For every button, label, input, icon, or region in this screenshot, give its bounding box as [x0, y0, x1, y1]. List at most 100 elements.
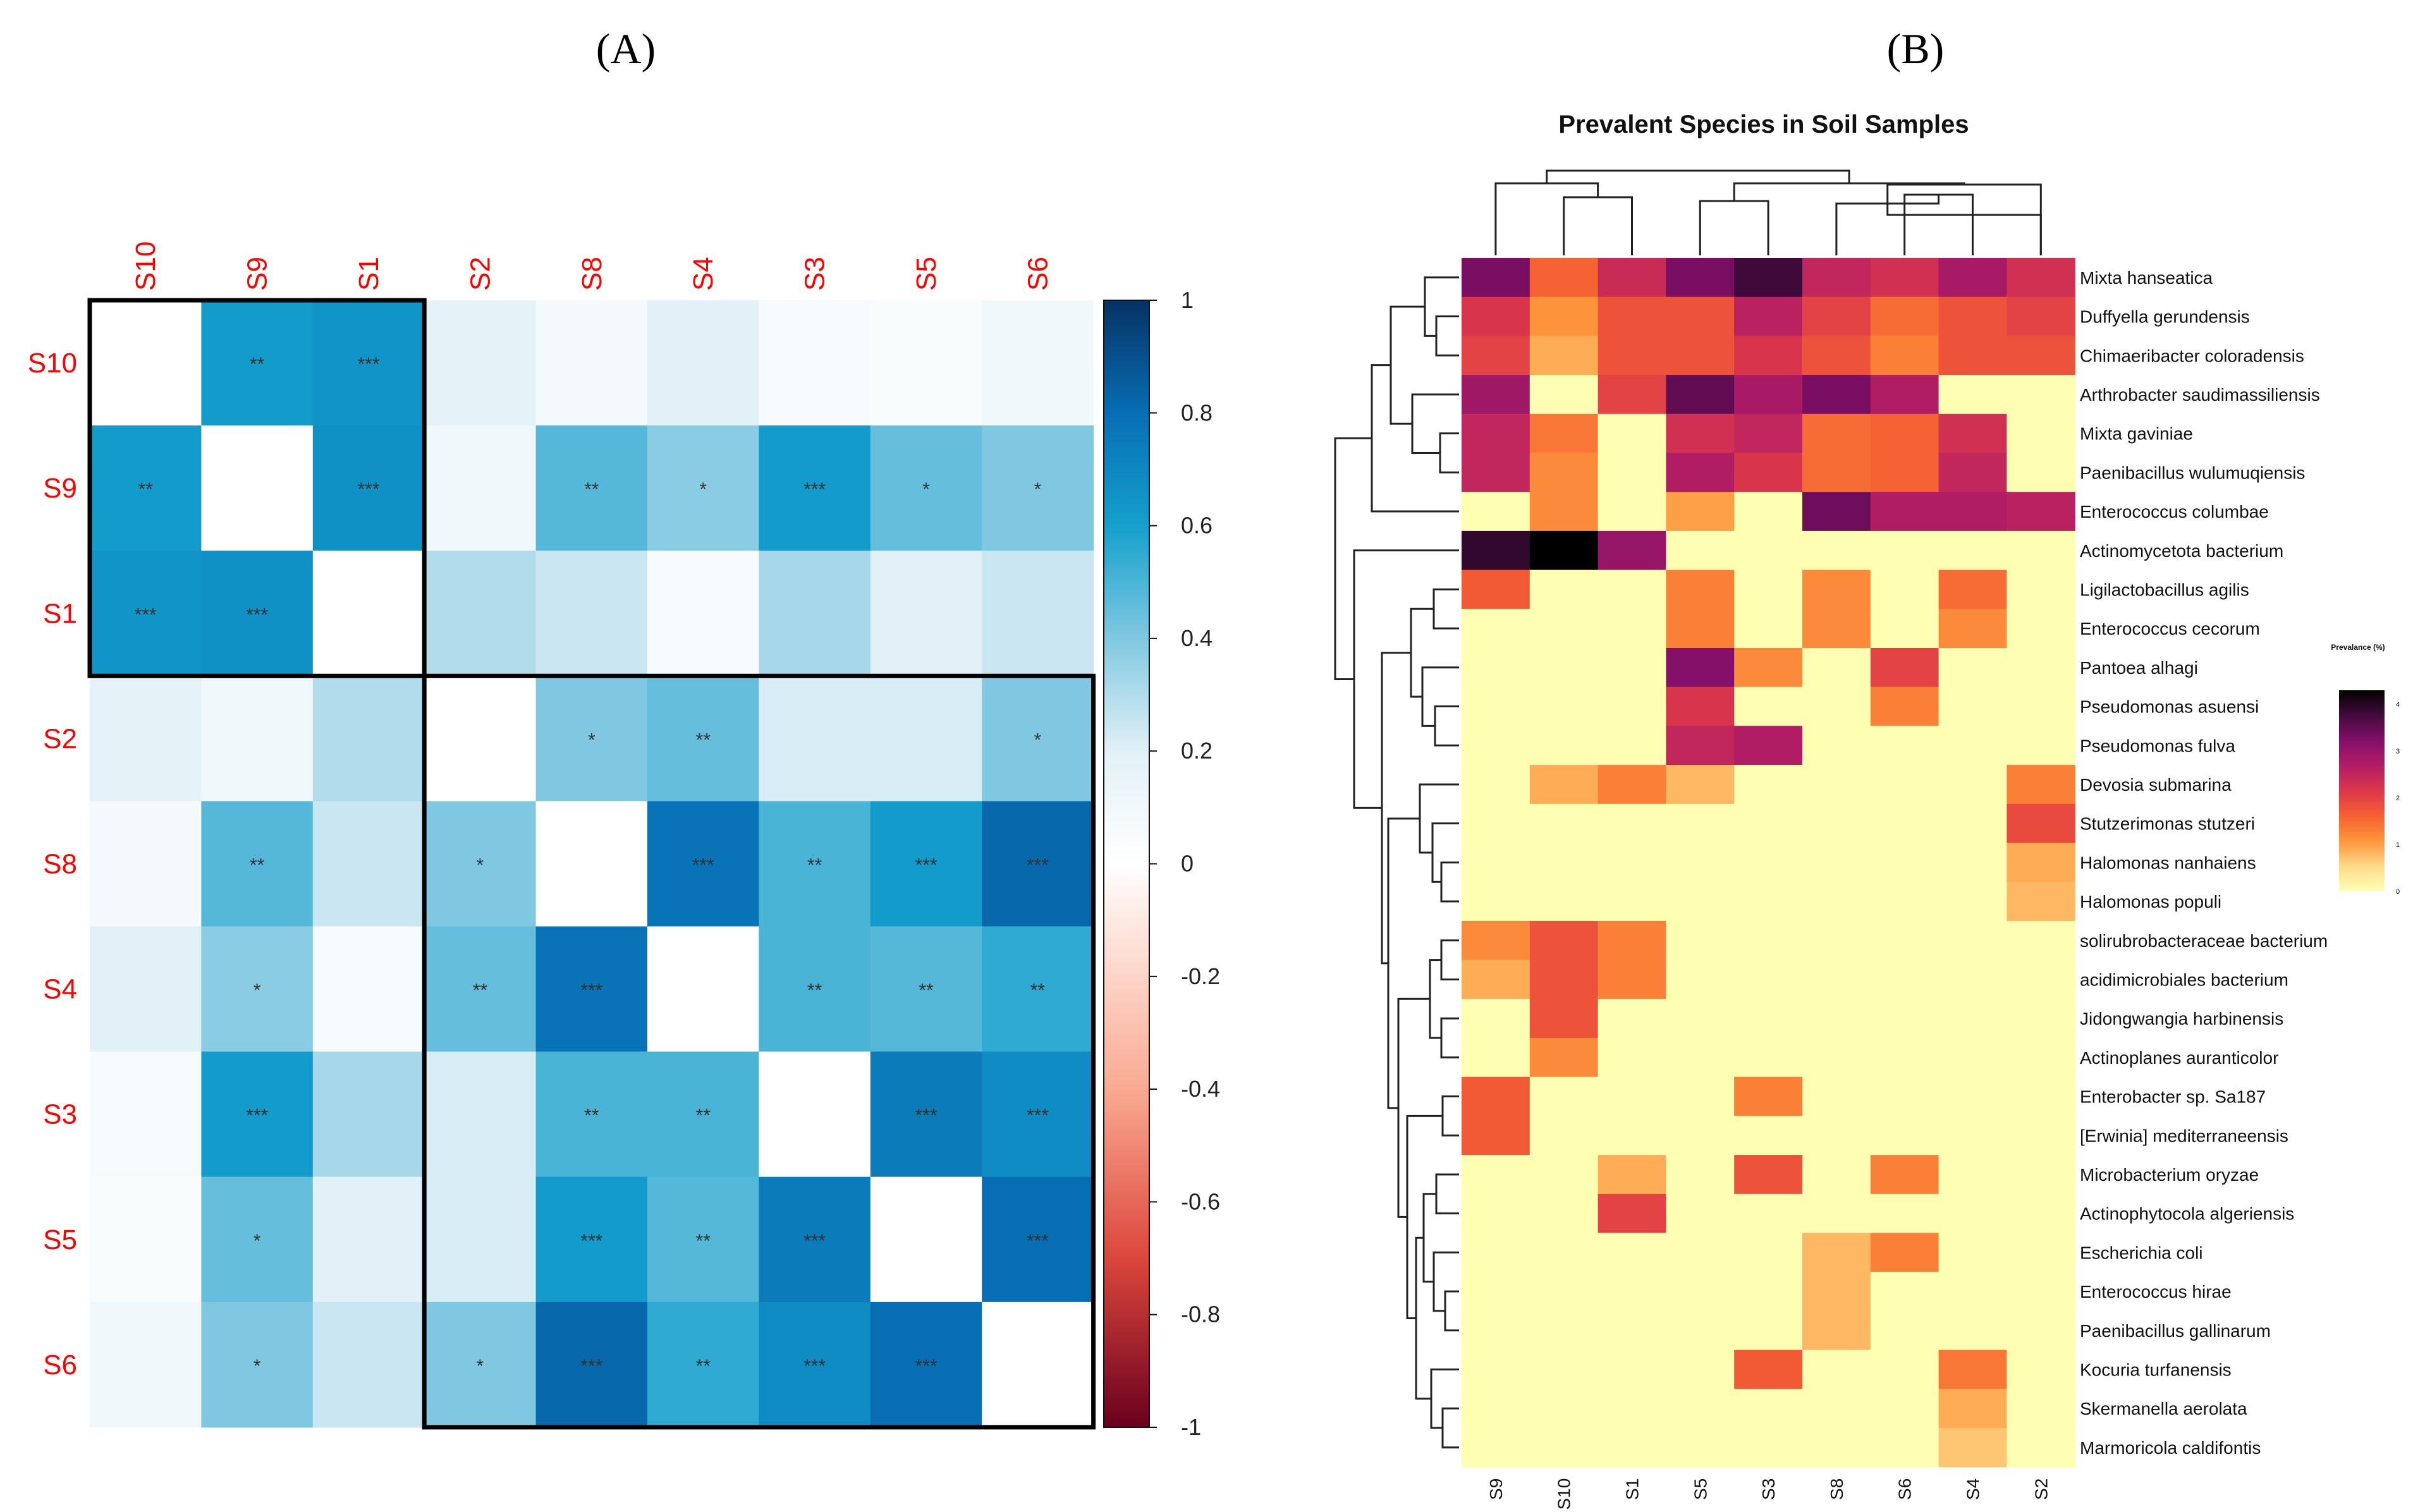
prevalence-cell — [1938, 609, 2007, 649]
significance-label: * — [699, 479, 707, 500]
prevalence-cell — [1666, 686, 1735, 726]
colorbar-tick-label: 1 — [1181, 287, 1194, 313]
corr-cell-s2-s4 — [647, 676, 759, 802]
column-dendrogram-branch — [1546, 169, 1850, 183]
prevalence-cell — [1734, 375, 1803, 415]
prevalence-cell — [1666, 296, 1735, 336]
prevalence-cell — [1529, 1038, 1599, 1078]
sample-label: S2 — [2031, 1478, 2051, 1500]
prevalence-legend-tick: 4 — [2396, 701, 2400, 709]
corr-cell-s5-s10 — [90, 1176, 202, 1303]
row-dendrogram-branch — [1421, 666, 1459, 727]
row-dendrogram-branch — [1434, 705, 1459, 747]
prevalence-cell — [1734, 296, 1803, 336]
significance-label: *** — [357, 354, 379, 375]
significance-label: * — [588, 729, 596, 750]
corr-cell-s8-s8 — [535, 801, 648, 927]
corr-col-label: S6 — [1022, 257, 1053, 291]
significance-label: ** — [807, 980, 822, 1001]
prevalence-cell — [1529, 492, 1599, 532]
colorbar-tick-label: 0.8 — [1181, 399, 1212, 425]
significance-label: * — [253, 1356, 261, 1377]
row-dendrogram-branch — [1432, 588, 1459, 630]
corr-cell-s9-s10 — [90, 425, 202, 551]
prevalence-legend-title: Prevalance (%) — [2331, 643, 2385, 652]
prevalence-cell — [1938, 1389, 2007, 1429]
corr-cell-s6-s3 — [759, 1302, 871, 1428]
prevalence-cell — [1666, 765, 1735, 805]
significance-label: *** — [803, 1356, 826, 1377]
prevalence-cell — [1734, 492, 1803, 532]
corr-cell-s3-s10 — [90, 1051, 202, 1178]
corr-cell-s9-s9 — [201, 425, 314, 551]
row-dendrogram-branch — [1440, 1017, 1459, 1059]
prevalence-cell — [1462, 570, 1530, 609]
prevalence-cell — [1666, 1272, 1735, 1312]
row-dendrogram-branch — [1411, 393, 1459, 454]
significance-label: ** — [584, 479, 599, 500]
prevalence-cell — [1870, 1428, 1939, 1468]
colorbar-tick-label: 0.6 — [1181, 513, 1212, 539]
prevalence-cell — [2007, 296, 2075, 336]
corr-row-label: S3 — [43, 1099, 77, 1130]
prevalence-cell — [1734, 648, 1803, 688]
prevalence-cell — [1462, 765, 1530, 805]
significance-label: * — [477, 855, 484, 875]
corr-cell-s2-s5 — [870, 676, 982, 802]
prevalence-cell — [1870, 413, 1939, 454]
corr-cell-s10-s2 — [424, 300, 537, 426]
prevalence-cell — [1462, 1350, 1530, 1389]
corr-col-label: S9 — [242, 257, 273, 291]
column-dendrogram-branch — [1699, 200, 1769, 255]
prevalence-cell — [1802, 258, 1871, 298]
prevalence-cell — [1938, 686, 2007, 726]
corr-cell-s10-s6 — [982, 300, 1094, 426]
prevalence-cell — [1597, 765, 1666, 805]
prevalence-cell — [2007, 1038, 2075, 1078]
corr-cell-s9-s1 — [312, 425, 425, 551]
prevalence-cell — [1529, 375, 1599, 415]
prevalence-cell — [2007, 726, 2075, 765]
prevalence-cell — [1938, 803, 2007, 844]
prevalence-cell — [1529, 258, 1599, 298]
corr-cell-s6-s4 — [647, 1302, 759, 1428]
prevalence-cell — [1870, 336, 1939, 375]
prevalence-cell — [1597, 609, 1666, 649]
prevalence-cell — [1734, 1272, 1803, 1312]
prevalence-cell — [1938, 570, 2007, 609]
sample-label: S5 — [1690, 1478, 1710, 1500]
prevalence-cell — [1802, 1233, 1871, 1272]
prevalence-cell — [1462, 413, 1530, 454]
species-label: Halomonas populi — [2080, 892, 2221, 911]
prevalence-cell — [1938, 648, 2007, 688]
corr-row-label: S4 — [43, 974, 77, 1005]
panel-label-a: (A) — [596, 25, 656, 73]
prevalence-cell — [1938, 1350, 2007, 1389]
prevalence-cell — [1462, 530, 1530, 571]
prevalence-cell — [1529, 960, 1599, 999]
prevalence-cell — [1462, 453, 1530, 492]
corr-cell-s4-s9 — [201, 926, 314, 1052]
prevalence-cell — [1462, 999, 1530, 1039]
prevalence-cell — [1734, 999, 1803, 1039]
cluster-box — [422, 673, 1096, 1430]
prevalence-cell — [1938, 1310, 2007, 1351]
significance-label: * — [477, 1356, 484, 1377]
corr-cell-s3-s6 — [982, 1051, 1094, 1178]
prevalence-cell — [1870, 648, 1939, 688]
species-label: Jidongwangia harbinensis — [2080, 1009, 2283, 1028]
prevalence-cell — [1734, 336, 1803, 375]
prevalence-cell — [1462, 336, 1530, 375]
prevalence-cell — [1462, 492, 1530, 532]
prevalence-cell — [1462, 920, 1530, 961]
prevalence-cell — [1802, 726, 1871, 765]
prevalence-cell — [1666, 1428, 1735, 1468]
prevalence-cell — [1938, 336, 2007, 375]
significance-label: ** — [1030, 980, 1046, 1001]
prevalence-cell — [1802, 296, 1871, 336]
corr-cell-s1-s3 — [759, 551, 871, 676]
prevalence-cell — [1870, 1116, 1939, 1155]
species-label: Halomonas nanhaiens — [2080, 853, 2256, 872]
corr-cell-s8-s10 — [90, 801, 202, 927]
species-label: Pseudomonas asuensi — [2080, 697, 2259, 717]
